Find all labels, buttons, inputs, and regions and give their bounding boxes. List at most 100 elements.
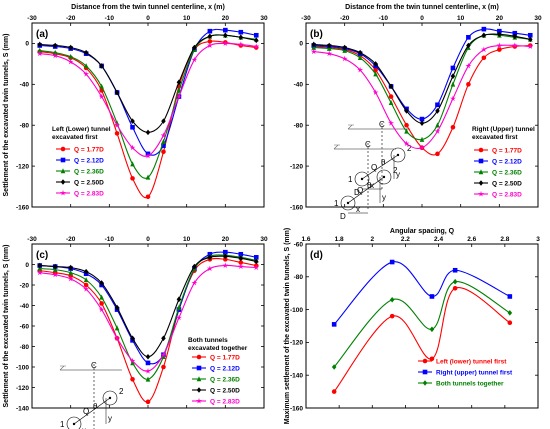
y-tick-label: -60 [20,323,30,330]
data-point [129,357,136,364]
legend-item: Q = 1.77D [474,147,522,154]
x-axis-title: Distance from the twin tunnel centerline… [345,4,499,11]
x-tick-label: -10 [105,15,115,22]
y-tick-label: -80 [294,123,304,130]
data-point [452,278,458,285]
data-point [326,50,333,57]
data-point [130,124,135,130]
data-point [435,108,440,114]
data-point [52,42,58,49]
x-tick-label: 30 [260,15,268,22]
legend-item: Q = 2.12D [192,365,240,372]
panel-3: -30 -20 -10 0 10 20 300-20-40-60-80-100-120-14… [3,236,268,429]
data-point [145,152,151,159]
data-point [404,108,409,114]
x-tick-label: -10 [105,236,115,243]
legend-marker [478,190,484,197]
y-label: y [382,193,386,202]
series-line [333,261,511,325]
legend-label: Q = 2.12D [492,158,522,165]
data-point [222,40,229,46]
spacing-label: Q [83,407,89,416]
legend-item: Q = 2.50D [56,179,104,186]
data-point [429,326,435,333]
data-point [37,262,43,269]
data-point [175,93,182,100]
data-point [36,50,43,57]
data-point [161,138,166,144]
data-point [497,28,502,34]
angle-label: θ [381,158,386,167]
series-2 [311,26,533,122]
data-point [331,364,337,370]
legend-marker [60,157,66,163]
data-point [222,262,229,269]
data-point [435,122,440,128]
data-point [253,32,259,38]
data-point [160,132,167,138]
data-point [99,294,104,300]
legend: Q = 1.77D Q = 2.12D Q = 2.36D Q = 2.50D Q = … [192,354,240,405]
data-point [253,264,260,271]
legend-item: Q = 2.36D [56,168,104,175]
legend-item: Right (upper) tunnel first [418,369,513,376]
tunnel-1-label: 1 [348,175,353,184]
data-point [98,93,105,100]
legend: Q = 1.77D Q = 2.12D Q = 2.36D Q = 2.50D Q = … [56,146,104,197]
legend-marker [422,358,428,364]
legend-label: Q = 2.50D [210,387,240,394]
data-point [68,53,73,60]
x-tick-label: 1.8 [335,236,344,243]
legend-label: Q = 1.77D [492,147,522,154]
data-point [481,26,487,32]
legend-label: Q = 2.36D [210,376,240,383]
y-tick-label: -80 [294,274,304,281]
data-point [130,335,135,342]
legend-marker [196,397,202,404]
data-point [223,27,228,33]
x-label: x [356,205,360,214]
data-point [114,122,121,128]
legend-label: Left (lower) tunnel first [436,358,507,365]
x-tick-label: -10 [379,15,389,22]
data-point [481,32,487,39]
x-tick-label: 0 [146,15,150,22]
series-4 [37,32,259,136]
data-point [161,353,166,360]
data-point [238,34,244,41]
data-point [145,368,151,374]
data-point [176,79,182,86]
data-point [429,356,435,362]
y-tick-label: -160 [290,405,303,412]
data-point [130,118,135,124]
y-tick-label: 0 [25,262,29,269]
y-tick-label: -40 [20,82,30,89]
data-point [326,45,332,51]
data-point [161,118,166,124]
data-point [145,194,151,200]
data-point [207,39,213,44]
data-point [373,71,378,77]
panel-label: (b) [310,29,323,40]
legend-item: Q = 1.77D [56,146,104,153]
legend: Q = 1.77D Q = 2.12D Q = 2.36D Q = 2.50D Q = … [474,147,522,198]
data-point [311,44,317,50]
y-tick-label: -160 [290,204,303,211]
legend-item: Q = 2.36D [474,169,522,176]
series-5 [310,42,534,151]
data-point [238,251,244,257]
legend-marker [60,189,66,196]
legend-marker [196,354,202,360]
data-point [207,254,213,261]
data-point [466,35,471,40]
data-point [52,52,59,59]
y-tick-label: -100 [290,307,303,314]
tunnel-2 [376,169,392,185]
data-point [253,255,259,260]
x-tick-label: 30 [260,236,268,243]
data-point [403,140,410,147]
series-line [39,40,257,199]
